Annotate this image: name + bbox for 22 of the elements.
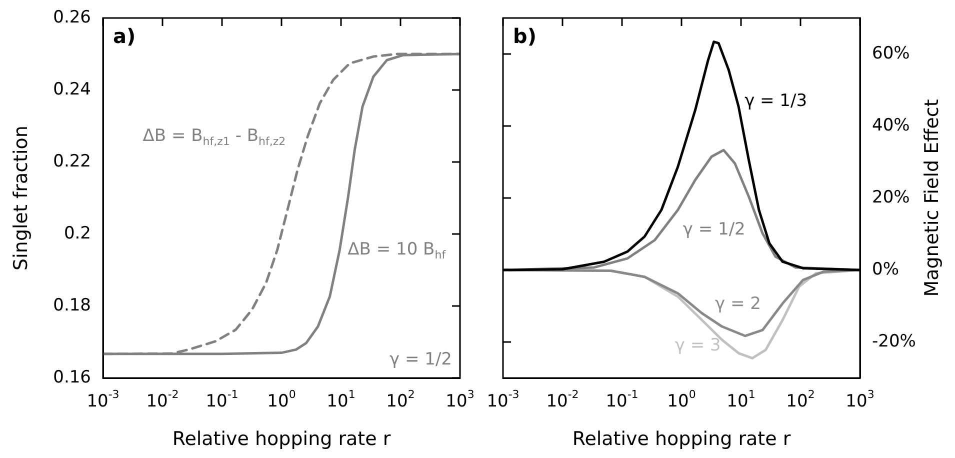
y-tick-label: 0.26 (53, 7, 92, 28)
series-label: γ = 1/3 (744, 90, 808, 111)
y-tick-label: 0.22 (53, 151, 92, 172)
x-axis-title: Relative hopping rate r (572, 428, 791, 450)
x-axis-title: Relative hopping rate r (172, 428, 391, 450)
chart-title: b) (513, 24, 536, 48)
y2-tick-label: 60% (872, 43, 910, 64)
series-label: γ = 3 (674, 335, 721, 356)
y-axis-title: Singlet fraction (10, 126, 32, 270)
series-label: γ = 1/2 (682, 219, 746, 240)
series-label: γ = 2 (715, 294, 761, 314)
y2-tick-label: 20% (872, 187, 910, 208)
y2-tick-label: 0% (872, 259, 899, 280)
chart-title: a) (113, 24, 136, 48)
y-tick-label: 0.16 (53, 367, 92, 388)
y2-axis-title: Magnetic Field Effect (920, 99, 943, 297)
annotation: γ = 1/2 (390, 349, 452, 370)
y-tick-label: 0.24 (53, 79, 92, 100)
y2-tick-label: -20% (872, 331, 916, 352)
y2-tick-label: 40% (872, 115, 910, 136)
y-tick-label: 0.2 (64, 223, 92, 244)
y-tick-label: 0.18 (53, 295, 92, 316)
